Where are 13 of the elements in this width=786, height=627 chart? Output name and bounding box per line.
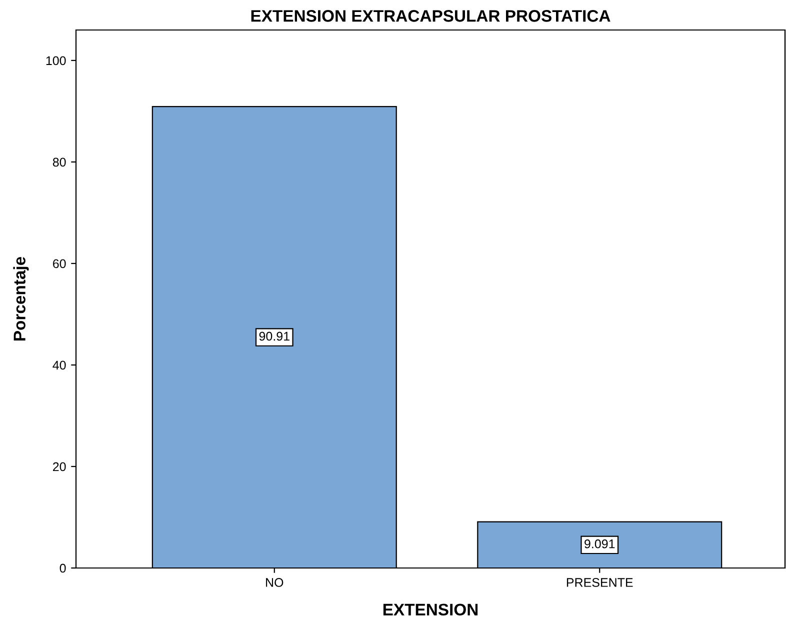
chart-title: EXTENSION EXTRACAPSULAR PROSTATICA bbox=[251, 10, 610, 22]
y-tick-label: 40 bbox=[52, 360, 66, 370]
y-tick-label: 60 bbox=[53, 259, 66, 268]
y-tick-label: 80 bbox=[52, 158, 66, 167]
data-label: 9.091 bbox=[584, 539, 615, 548]
x-tick-label: NO bbox=[266, 578, 284, 587]
data-label: 90.91 bbox=[259, 332, 290, 341]
x-axis-title: EXTENSION bbox=[383, 604, 478, 616]
x-tick-label: PRESENTE bbox=[566, 578, 633, 587]
y-tick-label: 100 bbox=[46, 56, 66, 66]
y-tick-label: 20 bbox=[53, 462, 66, 472]
y-axis-title: Porcentaje bbox=[13, 256, 29, 340]
y-tick-label: 0 bbox=[60, 564, 66, 573]
